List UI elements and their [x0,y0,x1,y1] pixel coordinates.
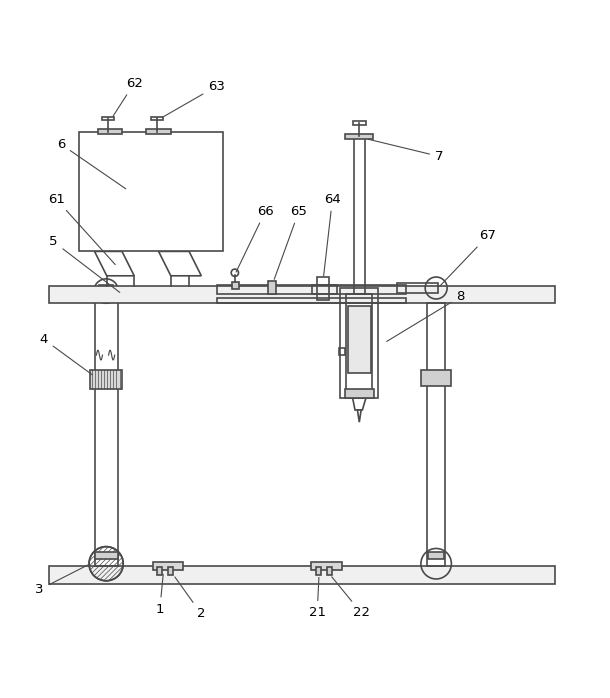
Text: 4: 4 [40,333,92,375]
Text: 64: 64 [324,193,341,276]
Bar [157,567,162,574]
Text: 22: 22 [332,577,370,619]
Bar [152,563,183,570]
Text: 65: 65 [274,205,307,279]
Bar [421,371,451,385]
Bar [427,303,445,565]
Bar [268,281,276,294]
Bar [428,552,444,560]
Bar [95,552,118,560]
Bar [348,306,371,373]
Bar [354,135,365,294]
Bar [90,371,122,389]
Text: 62: 62 [113,77,143,116]
Bar [102,117,114,120]
Bar [317,277,329,300]
Bar [49,565,555,584]
Bar [340,288,378,398]
Bar [146,129,171,134]
Text: 1: 1 [156,574,164,616]
Text: 2: 2 [175,577,206,621]
Bar [151,117,163,120]
Bar [316,567,321,574]
Polygon shape [95,251,134,276]
Bar [345,134,373,138]
Text: 7: 7 [368,139,443,163]
Bar [339,348,345,355]
Bar [99,285,113,297]
Polygon shape [357,410,361,422]
Text: 8: 8 [387,290,465,341]
Bar [217,298,406,303]
Bar [346,294,372,392]
Bar [327,567,332,574]
Bar [95,291,118,565]
Text: 5: 5 [49,235,120,292]
Text: 6: 6 [57,138,126,189]
Bar [217,285,406,294]
Text: 3: 3 [35,565,88,596]
Bar [49,286,555,303]
Bar [345,389,374,398]
Text: 67: 67 [440,229,497,286]
Polygon shape [353,398,366,410]
Text: 61: 61 [48,193,115,265]
Bar [396,283,438,293]
Text: 63: 63 [163,80,225,117]
Bar [312,285,337,294]
Text: 21: 21 [309,577,326,619]
Text: 66: 66 [236,205,274,272]
Bar [232,282,239,289]
Bar [168,567,173,574]
Bar [353,121,366,125]
Bar [311,563,342,570]
Polygon shape [159,251,201,276]
Bar [98,129,122,134]
Bar [79,133,223,251]
